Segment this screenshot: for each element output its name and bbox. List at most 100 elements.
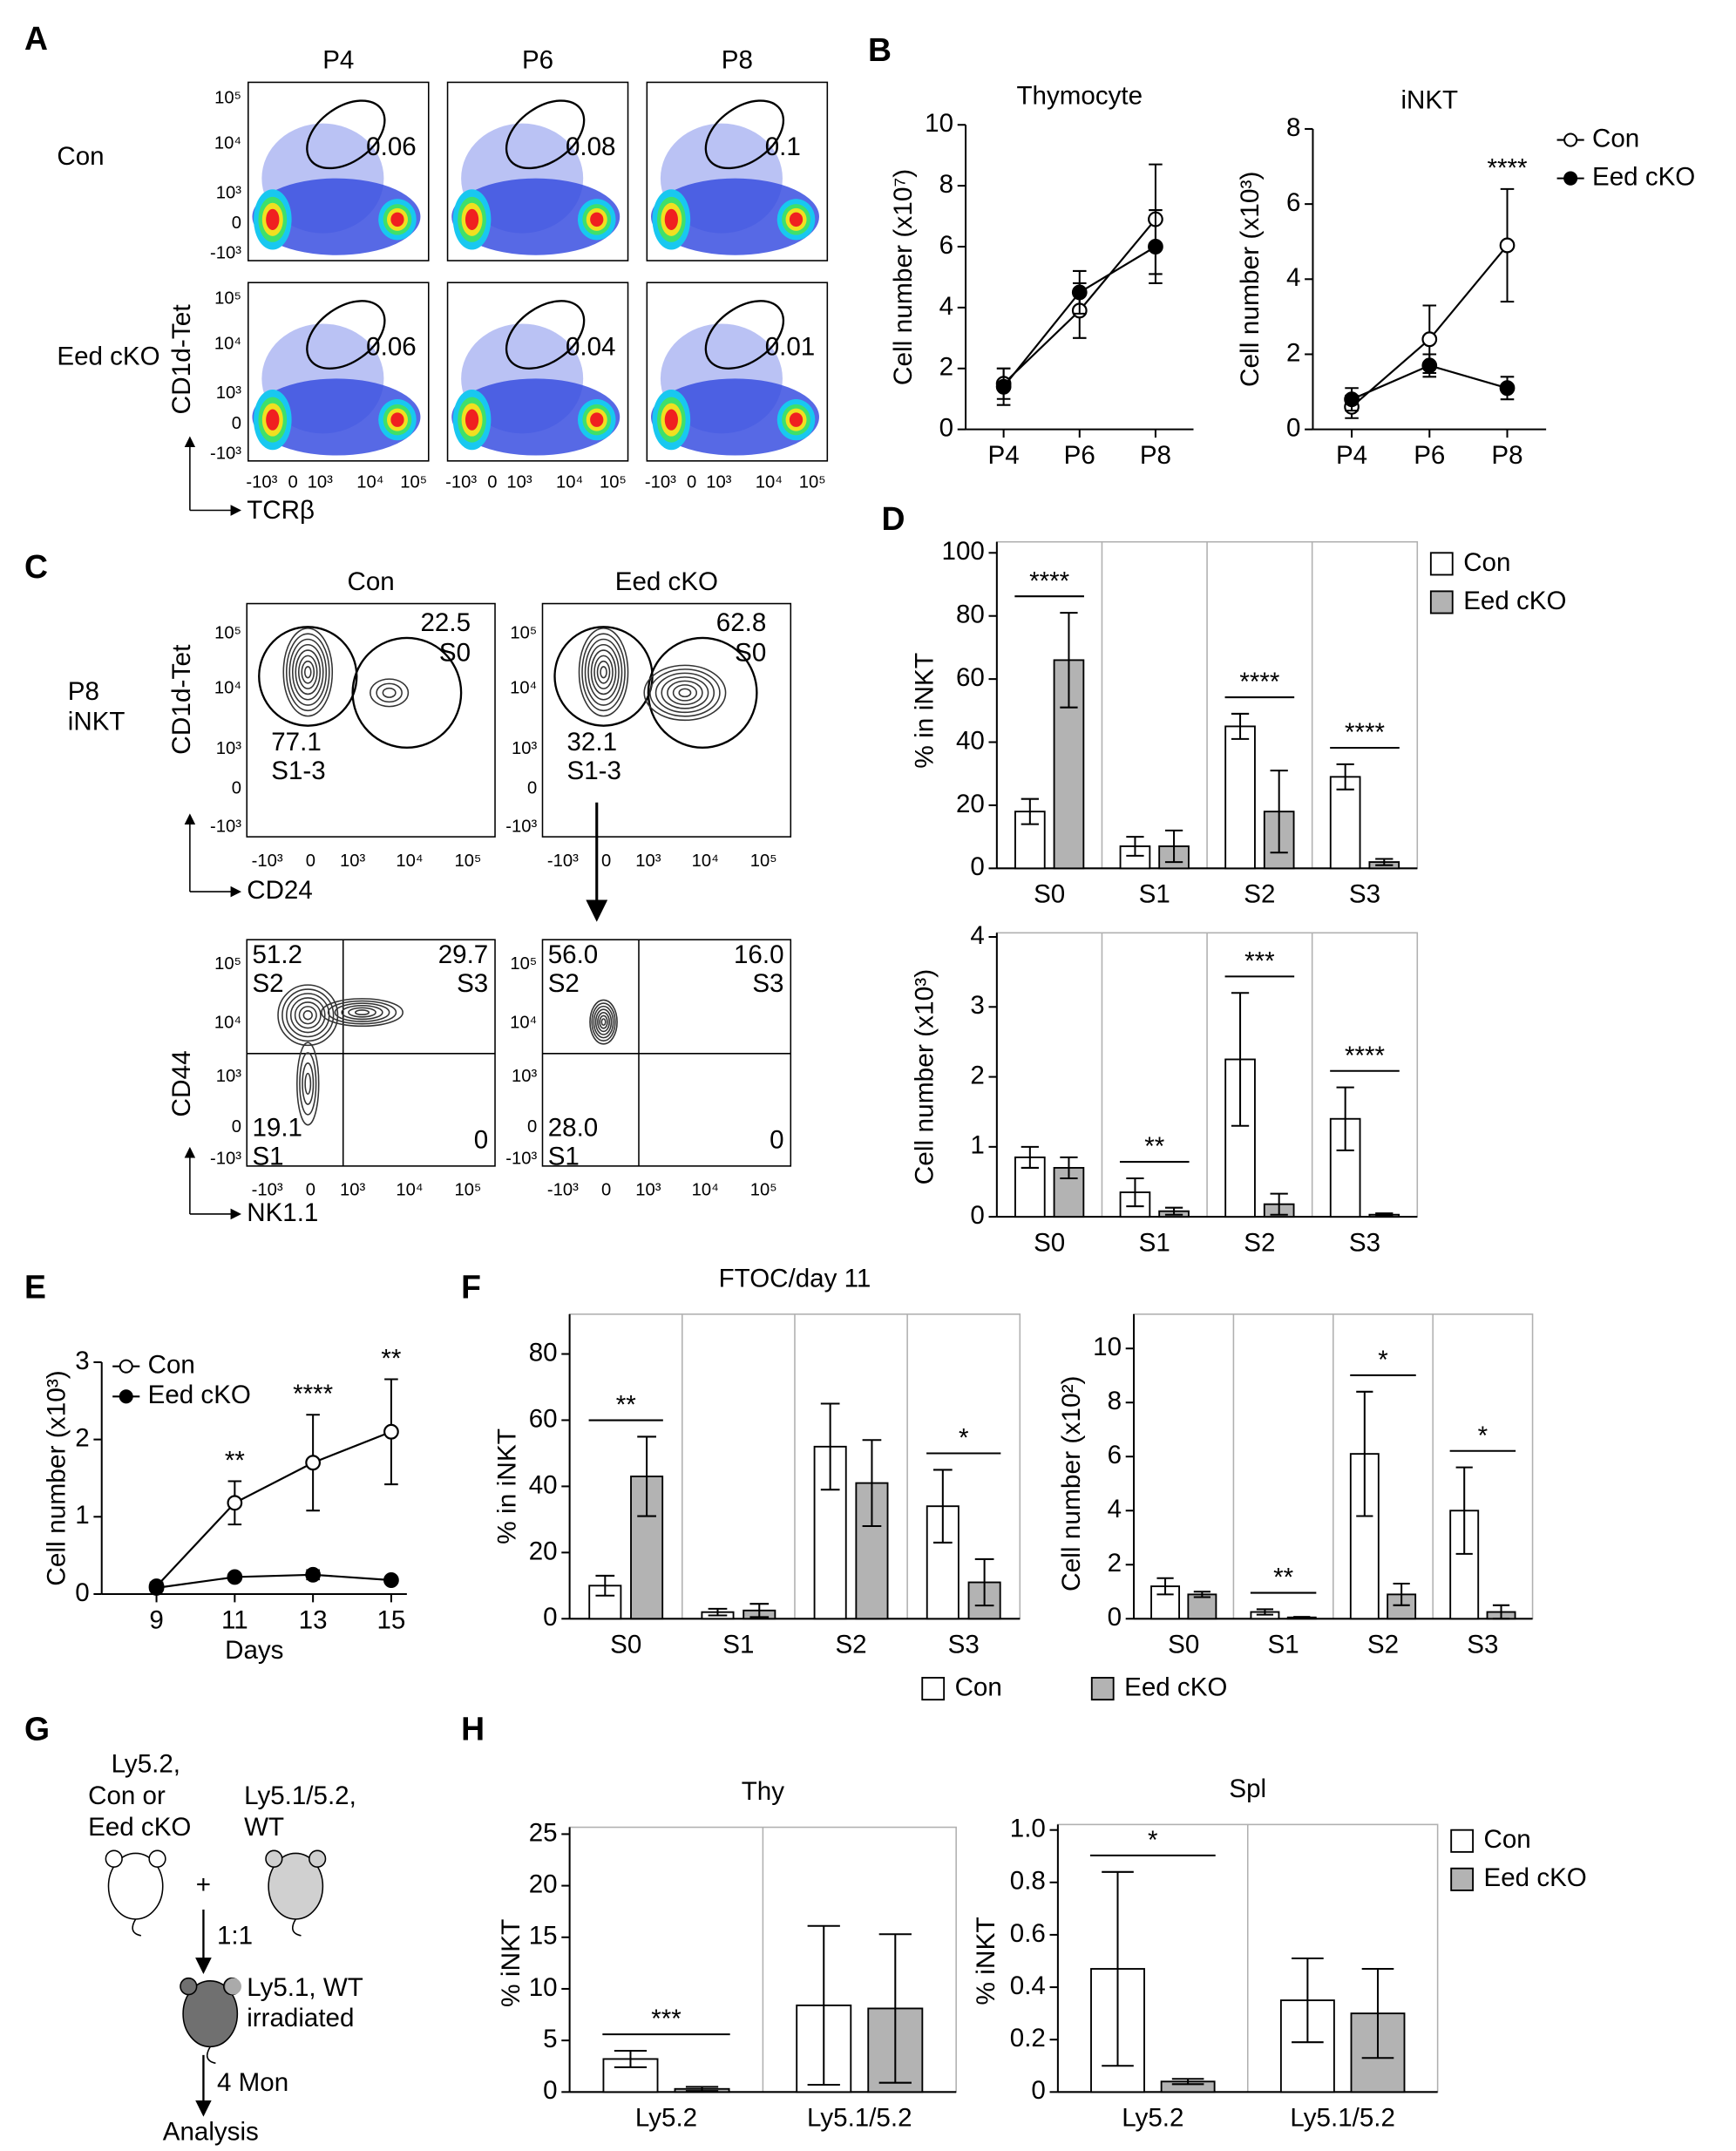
significance: ** [616, 1391, 636, 1420]
contour [593, 655, 614, 689]
x-tick-label: 0 [306, 1181, 315, 1200]
bar [1329, 776, 1361, 870]
population [789, 412, 804, 427]
y-tick-label: 10⁴ [214, 1013, 241, 1032]
x-tick-label: P6 [1414, 441, 1445, 470]
significance: *** [1244, 947, 1275, 975]
donor-label: Ly5.2, [112, 1749, 180, 1778]
point [1499, 380, 1516, 397]
error-bar [974, 1557, 994, 1607]
x-tick-label: 10⁵ [600, 472, 627, 492]
y-tick-label: 40 [956, 726, 985, 755]
y-tick-label: 80 [956, 600, 985, 628]
x-tick-label: S0 [1034, 1228, 1065, 1257]
y-tick-label: 10⁴ [510, 1013, 537, 1032]
y-tick-label: 20 [529, 1869, 558, 1898]
point [1071, 284, 1088, 301]
cloud [660, 123, 783, 234]
contour [282, 628, 334, 717]
error-bar [1293, 1616, 1311, 1619]
bar [1014, 811, 1046, 870]
plot-frame [541, 602, 792, 838]
cloud [461, 323, 584, 434]
x-tick-label: P4 [1336, 441, 1367, 470]
y-tick-label: 4 [1286, 263, 1300, 292]
error-bar [1356, 1390, 1373, 1517]
point [305, 1455, 322, 1471]
point [148, 1579, 165, 1596]
panel-letter: C [24, 548, 48, 585]
y-tick-label: 10³ [512, 1067, 537, 1086]
x-tick-label: S0 [610, 1631, 641, 1659]
point [305, 1566, 322, 1583]
y-tick-label: 2 [1286, 338, 1300, 367]
significance: *** [651, 2005, 682, 2033]
recipient-label: Ly5.1, WT [247, 1973, 363, 2002]
y-tick-label: 8 [1286, 113, 1300, 142]
mouse-ear [265, 1849, 283, 1868]
y-axis-label: Cell number (x10³) [43, 1370, 71, 1585]
y-tick-label: 4 [1108, 1495, 1122, 1523]
cloud [461, 123, 584, 234]
x-tick-label: P8 [1491, 441, 1522, 470]
y-tick-label: 0.8 [1010, 1867, 1046, 1896]
y-tick-label: 1 [75, 1501, 89, 1530]
significance: ** [381, 1344, 401, 1373]
contour [294, 1001, 322, 1029]
contour [596, 660, 611, 684]
legend-swatch [1450, 1867, 1475, 1891]
y-tick-label: 0 [232, 1117, 241, 1137]
y-tick-label: 60 [529, 1404, 558, 1433]
legend-label: Eed cKO [1484, 1863, 1587, 1892]
y-tick-label: -10³ [210, 444, 241, 463]
y-tick-label: 2 [75, 1423, 89, 1452]
gate-value: 0.06 [366, 132, 417, 161]
y-tick-label: 10³ [216, 739, 241, 758]
gate [704, 300, 785, 370]
panel-letter: A [24, 20, 48, 57]
point [383, 1423, 399, 1440]
y-tick-label: 4 [939, 292, 953, 321]
error-bar [1021, 797, 1039, 825]
error-bar [637, 1435, 656, 1517]
error-bar [1361, 1967, 1394, 2059]
x-tick-label: 10³ [340, 852, 365, 871]
y-tick-label: -10³ [505, 1149, 537, 1168]
y-tick-label: 6 [1286, 188, 1300, 217]
y-tick-label: 10³ [512, 739, 537, 758]
y-tick-label: 0 [970, 1201, 984, 1230]
contour [302, 1062, 315, 1105]
x-tick-label: 0 [306, 852, 315, 871]
x-tick-label: S3 [1349, 880, 1380, 909]
contour [587, 643, 620, 701]
series-line [156, 1573, 391, 1589]
y-tick-label: 2 [970, 1061, 984, 1089]
panel-letter: G [24, 1710, 50, 1747]
error-bar [1375, 1212, 1394, 1218]
cloud [261, 123, 384, 234]
gate [306, 300, 386, 370]
contour [376, 682, 403, 703]
column-header: P8 [722, 46, 753, 75]
quadrant-value: 19.1 [252, 1113, 302, 1142]
legend-marker [119, 1359, 133, 1374]
x-tick-label: -10³ [547, 852, 579, 871]
y-axis-label: Cell number (x10³) [911, 969, 939, 1184]
y-tick-label: 0.2 [1010, 2024, 1046, 2053]
sample-label: iNKT [68, 707, 125, 736]
x-tick-label: 10⁵ [454, 852, 481, 871]
quadrant-label: S2 [252, 969, 283, 998]
x-tick-label: 10⁴ [692, 1181, 719, 1200]
sample-label: P8 [68, 677, 99, 706]
y-tick-label: 0 [527, 778, 537, 797]
significance: **** [293, 1380, 333, 1408]
y-tick-label: 100 [942, 537, 985, 566]
donor-label: WT [244, 1813, 284, 1842]
mouse-ear [105, 1849, 123, 1868]
y-tick-label: -10³ [210, 243, 241, 262]
contour [321, 998, 403, 1028]
x-tick-label: S3 [948, 1631, 980, 1659]
x-tick-label: 10³ [635, 1181, 661, 1200]
error-bar [807, 1924, 840, 2087]
significance: ** [1144, 1132, 1164, 1161]
